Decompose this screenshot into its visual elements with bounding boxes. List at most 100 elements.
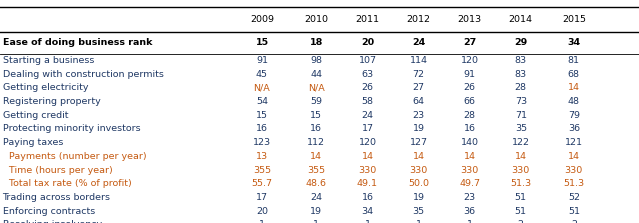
Text: 59: 59 xyxy=(311,97,322,106)
Text: 24: 24 xyxy=(362,111,373,120)
Text: 28: 28 xyxy=(515,83,527,92)
Text: Getting electricity: Getting electricity xyxy=(3,83,88,92)
Text: 51.3: 51.3 xyxy=(510,179,532,188)
Text: 2014: 2014 xyxy=(509,15,533,24)
Text: 1: 1 xyxy=(313,221,320,223)
Text: 83: 83 xyxy=(515,56,527,65)
Text: 1: 1 xyxy=(415,221,422,223)
Text: 330: 330 xyxy=(512,166,530,175)
Text: 73: 73 xyxy=(515,97,527,106)
Text: 17: 17 xyxy=(256,193,268,202)
Text: 91: 91 xyxy=(256,56,268,65)
Text: 34: 34 xyxy=(567,38,580,47)
Text: 330: 330 xyxy=(358,166,376,175)
Text: 44: 44 xyxy=(311,70,322,78)
Text: 355: 355 xyxy=(253,166,271,175)
Text: 2009: 2009 xyxy=(250,15,274,24)
Text: 50.0: 50.0 xyxy=(408,179,429,188)
Text: 28: 28 xyxy=(464,111,475,120)
Text: 35: 35 xyxy=(413,207,424,216)
Text: 58: 58 xyxy=(362,97,373,106)
Text: 49.7: 49.7 xyxy=(459,179,480,188)
Text: 34: 34 xyxy=(362,207,373,216)
Text: 71: 71 xyxy=(515,111,527,120)
Text: 23: 23 xyxy=(464,193,475,202)
Text: 18: 18 xyxy=(310,38,323,47)
Text: 63: 63 xyxy=(362,70,373,78)
Text: 15: 15 xyxy=(256,38,268,47)
Text: Registering property: Registering property xyxy=(3,97,100,106)
Text: 107: 107 xyxy=(358,56,376,65)
Text: 72: 72 xyxy=(413,70,424,78)
Text: 330: 330 xyxy=(565,166,583,175)
Text: 2: 2 xyxy=(571,221,577,223)
Text: 68: 68 xyxy=(568,70,580,78)
Text: 2012: 2012 xyxy=(406,15,431,24)
Text: 51: 51 xyxy=(568,207,580,216)
Text: 17: 17 xyxy=(362,124,373,133)
Text: 83: 83 xyxy=(515,70,527,78)
Text: 2013: 2013 xyxy=(458,15,482,24)
Text: Trading across borders: Trading across borders xyxy=(3,193,111,202)
Text: 14: 14 xyxy=(568,83,580,92)
Text: Ease of doing business rank: Ease of doing business rank xyxy=(3,38,152,47)
Text: Resolving insolvency: Resolving insolvency xyxy=(3,221,102,223)
Text: 36: 36 xyxy=(568,124,580,133)
Text: 24: 24 xyxy=(412,38,425,47)
Text: 13: 13 xyxy=(256,152,268,161)
Text: N/A: N/A xyxy=(308,83,325,92)
Text: 16: 16 xyxy=(311,124,322,133)
Text: 49.1: 49.1 xyxy=(357,179,378,188)
Text: 15: 15 xyxy=(311,111,322,120)
Text: Time (hours per year): Time (hours per year) xyxy=(3,166,112,175)
Text: 64: 64 xyxy=(413,97,424,106)
Text: 24: 24 xyxy=(311,193,322,202)
Text: 19: 19 xyxy=(311,207,322,216)
Text: 14: 14 xyxy=(362,152,373,161)
Text: 79: 79 xyxy=(568,111,580,120)
Text: 19: 19 xyxy=(413,124,424,133)
Text: 14: 14 xyxy=(464,152,475,161)
Text: 15: 15 xyxy=(256,111,268,120)
Text: 14: 14 xyxy=(568,152,580,161)
Text: 29: 29 xyxy=(514,38,527,47)
Text: 26: 26 xyxy=(362,83,373,92)
Text: Enforcing contracts: Enforcing contracts xyxy=(3,207,95,216)
Text: 26: 26 xyxy=(464,83,475,92)
Text: 20: 20 xyxy=(361,38,374,47)
Text: 2: 2 xyxy=(518,221,524,223)
Text: Getting credit: Getting credit xyxy=(3,111,68,120)
Text: 52: 52 xyxy=(568,193,580,202)
Text: 2010: 2010 xyxy=(304,15,328,24)
Text: 16: 16 xyxy=(256,124,268,133)
Text: 122: 122 xyxy=(512,138,530,147)
Text: Starting a business: Starting a business xyxy=(3,56,94,65)
Text: 27: 27 xyxy=(463,38,476,47)
Text: 81: 81 xyxy=(568,56,580,65)
Text: 2015: 2015 xyxy=(562,15,586,24)
Text: 1: 1 xyxy=(259,221,265,223)
Text: 14: 14 xyxy=(311,152,322,161)
Text: 51: 51 xyxy=(515,193,527,202)
Text: 330: 330 xyxy=(461,166,479,175)
Text: 36: 36 xyxy=(464,207,475,216)
Text: Dealing with construction permits: Dealing with construction permits xyxy=(3,70,164,78)
Text: 48.6: 48.6 xyxy=(306,179,327,188)
Text: 55.7: 55.7 xyxy=(252,179,272,188)
Text: 127: 127 xyxy=(410,138,427,147)
Text: 2011: 2011 xyxy=(355,15,380,24)
Text: 123: 123 xyxy=(253,138,271,147)
Text: Paying taxes: Paying taxes xyxy=(3,138,63,147)
Text: 98: 98 xyxy=(311,56,322,65)
Text: 51: 51 xyxy=(515,207,527,216)
Text: 1: 1 xyxy=(364,221,371,223)
Text: N/A: N/A xyxy=(254,83,270,92)
Text: Payments (number per year): Payments (number per year) xyxy=(3,152,146,161)
Text: 27: 27 xyxy=(413,83,424,92)
Text: Total tax rate (% of profit): Total tax rate (% of profit) xyxy=(3,179,131,188)
Text: 355: 355 xyxy=(307,166,325,175)
Text: 330: 330 xyxy=(410,166,427,175)
Text: 120: 120 xyxy=(461,56,479,65)
Text: 48: 48 xyxy=(568,97,580,106)
Text: 16: 16 xyxy=(362,193,373,202)
